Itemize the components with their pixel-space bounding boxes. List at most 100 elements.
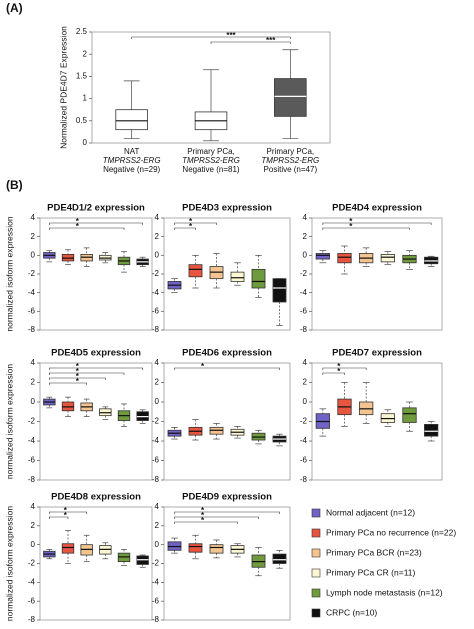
chart-title: PDE4D6 expression: [182, 348, 272, 359]
y-tick-label: -2: [28, 417, 36, 426]
y-axis-label: normalized isoform expression: [4, 364, 14, 480]
significance-mark: *: [64, 511, 68, 520]
legend-swatch: [311, 588, 321, 598]
y-tick-label: -2: [28, 559, 36, 568]
significance-bracket: [174, 227, 196, 230]
significance-mark: *: [349, 222, 353, 231]
significance-bracket: [49, 222, 143, 225]
y-tick-label: 0: [155, 250, 160, 259]
box: [115, 109, 148, 131]
plot-frame: [311, 217, 443, 331]
significance-mark: *: [337, 362, 341, 371]
box: [274, 78, 307, 117]
y-tick-label: 2: [31, 378, 36, 387]
box: [188, 264, 203, 278]
y-tick-label: -6: [28, 306, 36, 315]
significance-mark: ***: [226, 31, 236, 40]
plot-frame: [163, 506, 291, 621]
plot-frame: [311, 362, 443, 481]
significance-bracket: [174, 511, 280, 514]
box: [380, 253, 395, 263]
plot-frame: [39, 362, 153, 481]
y-tick-label: -8: [28, 615, 36, 624]
y-tick-label: 4: [303, 358, 308, 367]
x-tick-label: Primary PCa,: [267, 147, 315, 156]
y-tick-label: -8: [152, 475, 160, 484]
significance-mark: *: [76, 367, 80, 376]
significance-mark: *: [201, 511, 205, 520]
legend-swatch: [311, 548, 321, 558]
plot-frame: [163, 217, 291, 331]
y-tick-label: 4: [31, 502, 36, 511]
y-tick-label: -2: [152, 559, 160, 568]
y-tick-label: 0: [31, 250, 36, 259]
y-tick-label: -6: [152, 596, 160, 605]
significance-bracket: [322, 222, 432, 225]
significance-mark: *: [76, 217, 80, 226]
y-axis-label: Normalized PDE4D7 Expression: [58, 26, 68, 149]
y-tick-label: 0: [303, 250, 308, 259]
plot-frame: [39, 506, 153, 621]
y-tick-label: -6: [28, 456, 36, 465]
y-tick-label: -8: [300, 325, 308, 334]
y-tick-label: 0: [155, 540, 160, 549]
significance-bracket: [174, 521, 238, 524]
significance-mark: *: [76, 362, 80, 371]
x-tick-label: TMPRSS2-ERG: [103, 156, 161, 165]
y-tick-label: -4: [300, 436, 308, 445]
y-tick-label: -4: [152, 436, 160, 445]
significance-mark: *: [201, 506, 205, 515]
y-tick-label: -6: [152, 456, 160, 465]
y-tick-label: 1: [83, 94, 88, 103]
y-tick-label: 4: [31, 213, 36, 222]
y-tick-label: -4: [28, 577, 36, 586]
y-tick-label: -8: [28, 325, 36, 334]
y-tick-label: -2: [300, 269, 308, 278]
chart-title: PDE4D9 expression: [182, 492, 272, 503]
chart-title: PDE4D8 expression: [51, 492, 141, 503]
significance-mark: *: [189, 217, 193, 226]
x-tick-label: TMPRSS2-ERG: [182, 156, 240, 165]
significance-bracket: [49, 227, 125, 230]
legend-swatch: [311, 568, 321, 578]
box: [272, 278, 287, 303]
significance-bracket: [322, 372, 345, 375]
y-tick-label: 4: [31, 358, 36, 367]
chart-title: PDE4D1/2 expression: [47, 203, 145, 214]
panel-label: (A): [6, 1, 23, 15]
y-tick-label: -6: [152, 306, 160, 315]
plot-frame: [163, 362, 291, 481]
y-tick-label: 2: [155, 521, 160, 530]
box: [230, 271, 245, 282]
significance-bracket: [49, 511, 87, 514]
y-tick-label: 4: [303, 213, 308, 222]
y-tick-label: -2: [152, 269, 160, 278]
significance-bracket: [49, 372, 125, 375]
significance-mark: *: [189, 222, 193, 231]
y-tick-label: 0: [83, 138, 88, 147]
significance-mark: ***: [266, 36, 276, 45]
y-tick-label: -2: [152, 417, 160, 426]
y-tick-label: 4: [155, 502, 160, 511]
chart-title: PDE4D4 expression: [332, 203, 422, 214]
y-tick-label: -6: [28, 596, 36, 605]
legend-swatch: [311, 508, 321, 518]
significance-mark: *: [349, 217, 353, 226]
chart-title: PDE4D3 expression: [182, 203, 272, 214]
chart-title: PDE4D7 expression: [332, 348, 422, 359]
legend-label: Primary PCa CR (n=11): [326, 567, 416, 577]
legend-swatch: [311, 528, 321, 538]
y-tick-label: 0: [303, 397, 308, 406]
significance-bracket: [174, 516, 259, 519]
y-tick-label: 2.5: [76, 27, 88, 36]
y-tick-label: 2: [31, 521, 36, 530]
y-tick-label: -6: [300, 456, 308, 465]
significance-mark: *: [76, 222, 80, 231]
x-tick-label: Negative (n=29): [103, 165, 160, 174]
legend-label: Normal adjacent (n=12): [326, 507, 415, 517]
y-tick-label: -4: [300, 288, 308, 297]
significance-bracket: [49, 377, 106, 380]
y-tick-label: -8: [152, 615, 160, 624]
y-tick-label: 2: [303, 232, 308, 241]
box: [424, 424, 439, 437]
